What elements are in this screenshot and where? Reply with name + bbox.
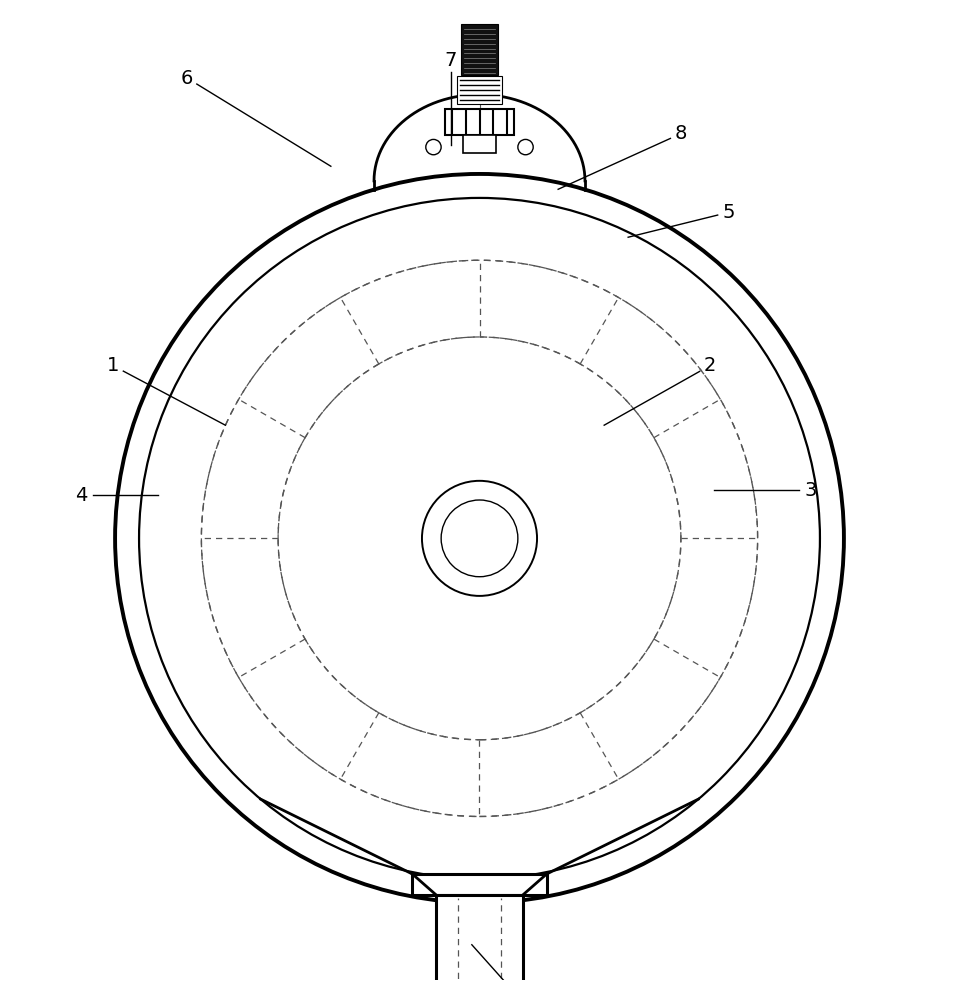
Bar	[445, 109, 514, 135]
Bar	[412, 874, 547, 895]
Bar	[436, 895, 523, 1000]
Bar	[463, 135, 496, 153]
Text: 8: 8	[675, 124, 687, 143]
Text: 2: 2	[704, 356, 715, 375]
Bar	[457, 76, 502, 104]
Text: 4: 4	[76, 486, 87, 505]
Text: 6: 6	[181, 69, 193, 88]
Text: 1: 1	[107, 356, 119, 375]
Bar	[461, 24, 498, 75]
Text: 3: 3	[805, 481, 816, 500]
Text: 7: 7	[445, 51, 456, 70]
Text: 5: 5	[722, 203, 736, 222]
